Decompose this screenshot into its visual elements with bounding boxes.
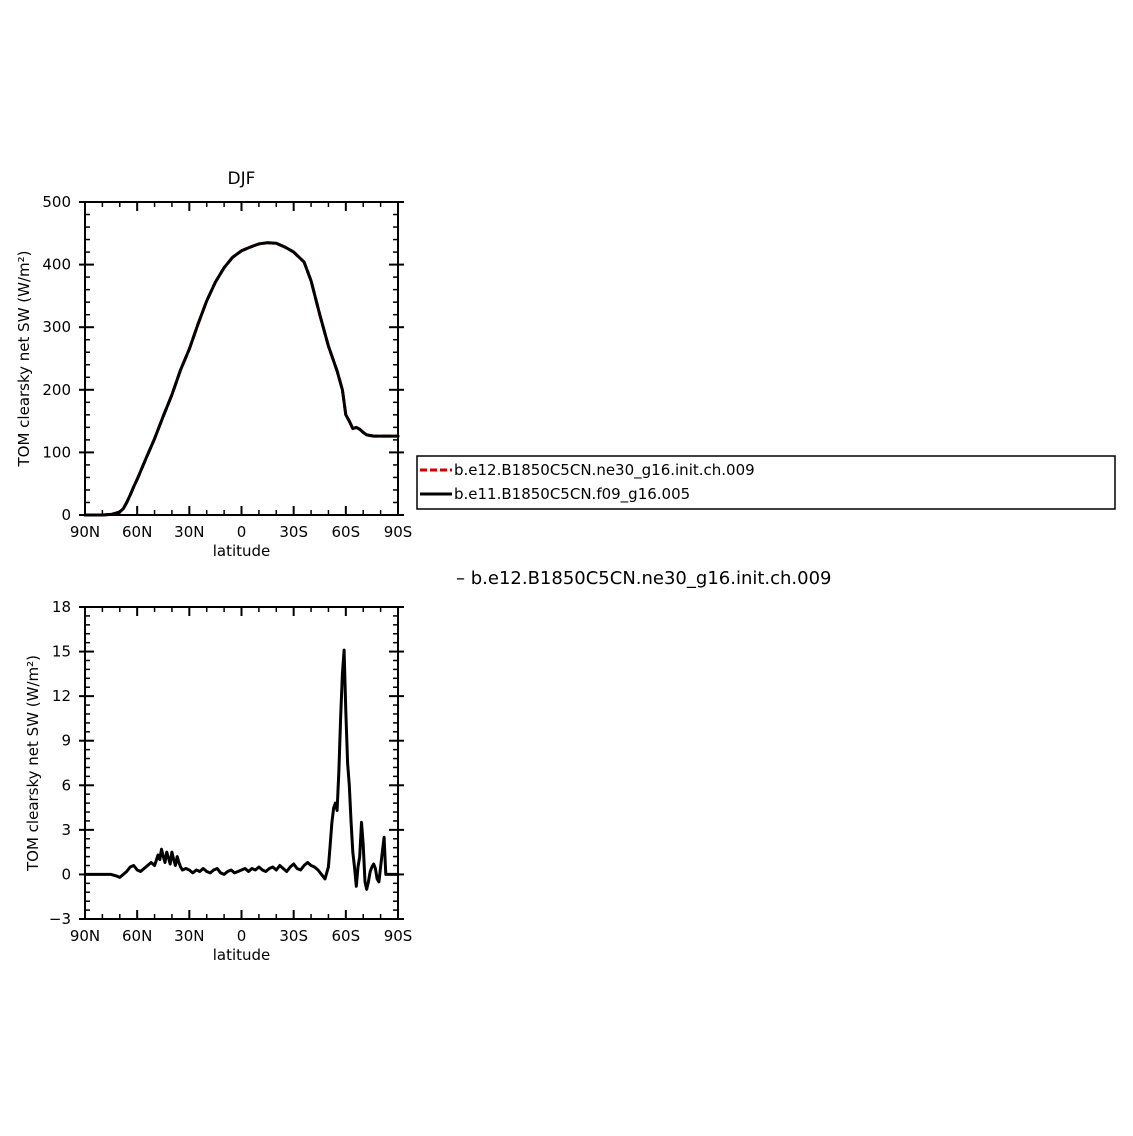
x-tick-label: 90S (384, 927, 413, 945)
top-panel: 90N 60N 30N 0 30S 60S 90S 0 100 200 300 400 500 latit… (15, 169, 412, 560)
y-tick-label: 400 (42, 256, 71, 274)
plot-title: DJF (228, 169, 256, 189)
y-axis-label: TOM clearsky net SW (W/m²) (15, 250, 33, 467)
x-tick-label: 90N (70, 523, 100, 541)
x-tick-label: 30N (174, 927, 204, 945)
legend-label-2: b.e11.B1850C5CN.f09_g16.005 (454, 485, 690, 504)
x-tick-label: 0 (237, 927, 247, 945)
x-axis-label: latitude (213, 542, 271, 560)
y-tick-label: 200 (42, 381, 71, 399)
x-tick-label: 90N (70, 927, 100, 945)
x-tick-label: 0 (237, 523, 247, 541)
x-tick-label: 90S (384, 523, 413, 541)
y-tick-label: 500 (42, 193, 71, 211)
y-tick-label: 0 (61, 865, 71, 883)
y-tick-label: 12 (52, 687, 71, 705)
x-axis-label: latitude (213, 946, 271, 964)
y-tick-label: 300 (42, 318, 71, 336)
x-tick-label: 30S (279, 523, 308, 541)
series-line-1 (83, 241, 400, 517)
y-tick-label: 3 (61, 821, 71, 839)
difference-label: – b.e12.B1850C5CN.ne30_g16.init.ch.009 (456, 568, 832, 589)
plot-frame (84, 606, 399, 920)
y-tick-label: 15 (52, 643, 71, 661)
x-tick-label: 60N (122, 523, 152, 541)
y-tick-label: 9 (61, 732, 71, 750)
y-tick-label: 6 (61, 776, 71, 794)
y-tick-label: 18 (52, 598, 71, 616)
x-tick-label: 60S (332, 523, 361, 541)
series-line-1 (83, 648, 400, 891)
bottom-panel: 90N 60N 30N 0 30S 60S 90S −3 0 3 6 9 12 15 18 latitude T… (24, 598, 412, 964)
x-tick-label: 30S (279, 927, 308, 945)
x-tick-label: 60N (122, 927, 152, 945)
legend-label-1: b.e12.B1850C5CN.ne30_g16.init.ch.009 (454, 461, 755, 480)
y-tick-label: 0 (61, 506, 71, 524)
x-tick-label: 30N (174, 523, 204, 541)
y-tick-label: −3 (49, 910, 71, 928)
series-line-2 (83, 241, 400, 517)
y-tick-label: 100 (42, 443, 71, 461)
legend-box (416, 455, 1116, 510)
plot-frame (84, 201, 399, 516)
y-axis-label: TOM clearsky net SW (W/m²) (24, 655, 42, 872)
legend: b.e12.B1850C5CN.ne30_g16.init.ch.009 b.e1… (416, 455, 1116, 510)
x-tick-label: 60S (332, 927, 361, 945)
